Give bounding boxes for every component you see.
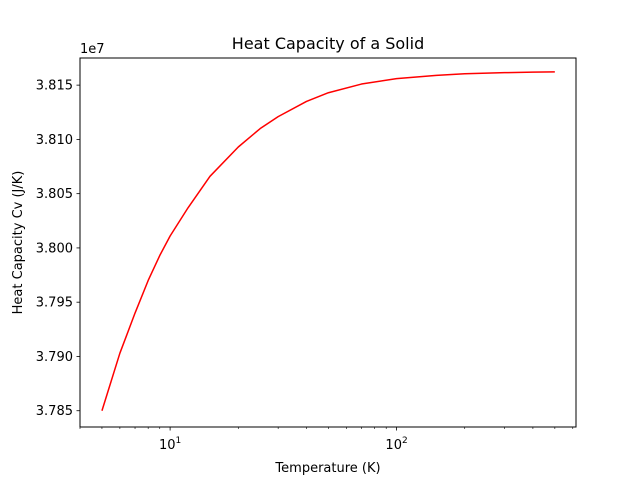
y-tick-label-5: 3.810 (36, 133, 73, 148)
y-tick-label-6: 3.815 (36, 79, 73, 94)
plot-frame (79, 57, 577, 428)
y-tick-label-3: 3.800 (36, 241, 73, 256)
y-tick-label-0: 3.785 (36, 404, 73, 419)
y-tick-label-1: 3.790 (36, 350, 73, 365)
y-axis-label: Heat Capacity Cv (J/K) (11, 171, 26, 315)
y-tick-label-2: 3.795 (36, 296, 73, 311)
plot-content (101, 71, 555, 411)
series-line-0 (101, 71, 555, 411)
chart-title: Heat Capacity of a Solid (232, 34, 424, 53)
x-axis-label: Temperature (K) (274, 461, 380, 476)
y-tick-label-4: 3.805 (36, 187, 73, 202)
y-offset-label: 1e7 (80, 42, 105, 57)
